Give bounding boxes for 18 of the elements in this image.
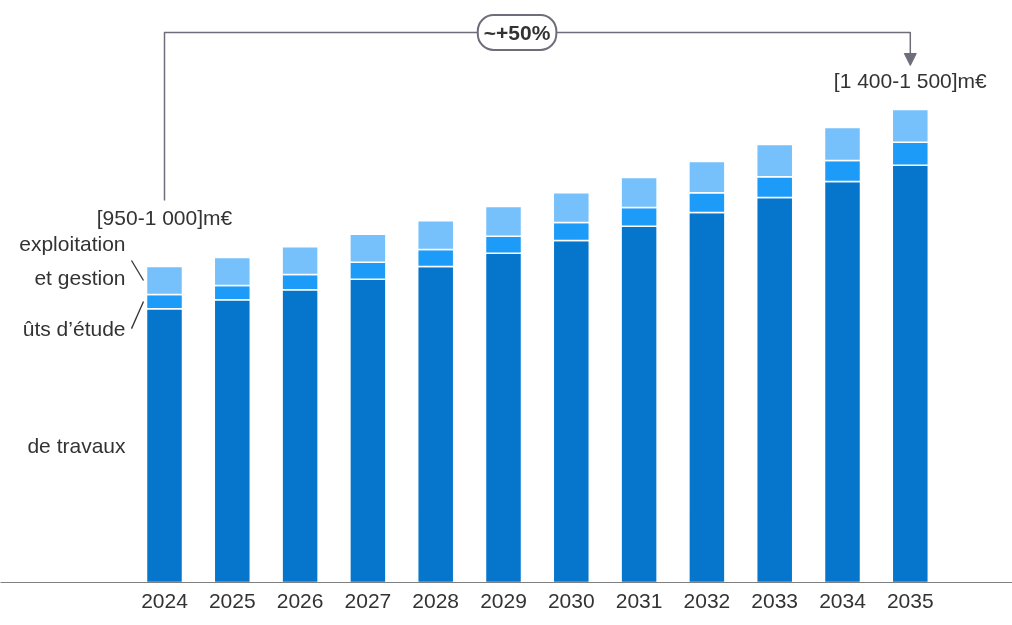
series-label: ûts d’étude xyxy=(22,317,126,341)
x-tick-label: 2031 xyxy=(615,588,663,612)
x-tick-label: 2034 xyxy=(819,588,867,612)
x-tick-label: 2035 xyxy=(886,588,934,612)
x-tick-label: 2030 xyxy=(547,588,595,612)
series-label: de travaux xyxy=(27,434,126,458)
series-label: exploitation et gestion xyxy=(19,232,126,289)
text: ~+50% xyxy=(483,21,551,44)
x-tick-label: 2029 xyxy=(480,588,527,612)
x-tick-label: 2025 xyxy=(208,588,256,612)
x-tick-label: 2027 xyxy=(344,588,392,612)
x-tick-label: 2032 xyxy=(683,588,731,612)
annotation: [1 400-1 500]m€ xyxy=(833,68,988,92)
x-tick-label: 2026 xyxy=(276,588,324,612)
x-tick-label: 2024 xyxy=(141,588,189,612)
x-tick-label: 2033 xyxy=(751,588,799,612)
x-tick-label: 2028 xyxy=(412,588,460,612)
annotation: [950-1 000]m€ xyxy=(96,205,233,229)
